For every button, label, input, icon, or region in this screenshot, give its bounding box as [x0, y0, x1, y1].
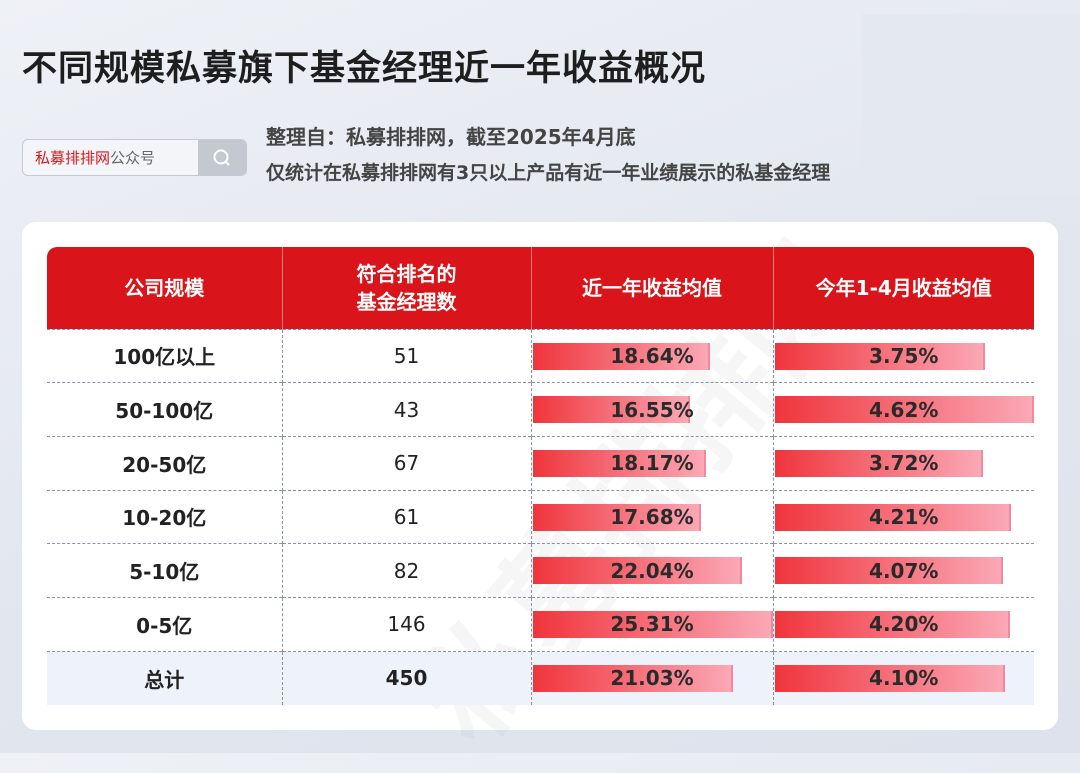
table-row: 100亿以上 51 18.64% 3.75% — [47, 328, 1034, 383]
ytd-return-bar — [774, 396, 1034, 424]
count-cell: 61 — [281, 489, 531, 544]
1y-return-cell: 17.68% — [530, 489, 773, 544]
count-cell: 51 — [281, 328, 531, 383]
scale-cell: 总计 — [47, 650, 282, 705]
search-icon — [213, 149, 230, 166]
scale-cell: 0-5亿 — [47, 596, 282, 652]
search-button[interactable] — [198, 140, 246, 175]
ytd-return-bar — [774, 557, 1003, 585]
count-cell: 146 — [281, 596, 531, 652]
1y-return-value: 22.04% — [610, 558, 694, 583]
1y-return-value: 17.68% — [610, 504, 694, 529]
ytd-return-bar — [774, 449, 983, 477]
ytd-return-bar — [774, 610, 1010, 638]
1y-return-bar — [532, 342, 710, 370]
ytd-return-value: 4.62% — [869, 397, 939, 422]
ytd-return-cell: 4.10% — [772, 650, 1034, 705]
1y-return-value: 18.17% — [610, 451, 694, 476]
scale-cell: 50-100亿 — [47, 382, 282, 437]
ytd-return-value: 4.20% — [869, 612, 939, 637]
col-header-ytd-return: 今年1-4月收益均值 — [772, 247, 1034, 329]
count-cell: 82 — [281, 543, 531, 598]
ytd-return-cell: 4.20% — [772, 596, 1034, 652]
1y-return-value: 25.31% — [610, 612, 694, 637]
ytd-return-bar — [774, 342, 985, 370]
search-box[interactable]: 私募排排网 公众号 — [22, 139, 247, 176]
col-header-scale: 公司规模 — [47, 247, 282, 329]
ytd-return-value: 3.72% — [869, 451, 939, 476]
1y-return-bar — [532, 610, 773, 638]
1y-return-value: 16.55% — [610, 397, 694, 422]
1y-return-cell: 25.31% — [530, 596, 773, 652]
1y-return-bar — [532, 396, 690, 424]
count-cell: 43 — [281, 382, 531, 437]
count-cell: 450 — [281, 650, 531, 705]
count-cell: 67 — [281, 435, 531, 491]
1y-return-bar — [532, 503, 701, 531]
table-row: 0-5亿 146 25.31% 4.20% — [47, 596, 1034, 652]
ytd-return-value: 4.10% — [869, 666, 939, 691]
scale-cell: 10-20亿 — [47, 489, 282, 544]
1y-return-cell: 16.55% — [530, 382, 773, 437]
decorative-panel — [862, 14, 1080, 196]
1y-return-bar — [532, 664, 733, 692]
table-row: 总计 450 21.03% 4.10% — [47, 650, 1034, 705]
1y-return-bar — [532, 557, 742, 585]
table-row: 20-50亿 67 18.17% 3.72% — [47, 435, 1034, 491]
brand-name: 私募排排网 — [35, 149, 111, 167]
1y-return-cell: 18.64% — [530, 328, 773, 383]
1y-return-cell: 21.03% — [530, 650, 773, 705]
ytd-return-value: 4.07% — [869, 558, 939, 583]
ytd-return-bar — [774, 664, 1005, 692]
ytd-return-value: 3.75% — [869, 343, 939, 368]
ytd-return-value: 4.21% — [869, 504, 939, 529]
brand-suffix: 公众号 — [110, 149, 156, 167]
source-text: 整理自：私募排排网，截至2025年4月底 — [266, 125, 636, 149]
1y-return-bar — [532, 449, 706, 477]
scale-cell: 20-50亿 — [47, 435, 282, 491]
ytd-return-cell: 4.07% — [772, 543, 1034, 598]
1y-return-value: 18.64% — [610, 343, 694, 368]
page-title: 不同规模私募旗下基金经理近一年收益概况 — [22, 49, 707, 89]
scale-cell: 5-10亿 — [47, 543, 282, 598]
1y-return-cell: 22.04% — [530, 543, 773, 598]
ytd-return-cell: 4.62% — [772, 382, 1034, 437]
1y-return-value: 21.03% — [610, 666, 694, 691]
search-text[interactable]: 私募排排网 公众号 — [23, 140, 198, 175]
col-header-count: 符合排名的 基金经理数 — [281, 247, 531, 329]
ytd-return-cell: 4.21% — [772, 489, 1034, 544]
data-table: 公司规模 符合排名的 基金经理数 近一年收益均值 今年1-4月收益均值 100亿… — [47, 247, 1034, 705]
note-text: 仅统计在私募排排网有3只以上产品有近一年业绩展示的私基金经理 — [266, 162, 831, 184]
1y-return-cell: 18.17% — [530, 435, 773, 491]
table-row: 50-100亿 43 16.55% 4.62% — [47, 382, 1034, 437]
ytd-return-bar — [774, 503, 1011, 531]
ytd-return-cell: 3.75% — [772, 328, 1034, 383]
table-row: 5-10亿 82 22.04% 4.07% — [47, 543, 1034, 598]
table-row: 10-20亿 61 17.68% 4.21% — [47, 489, 1034, 544]
scale-cell: 100亿以上 — [47, 328, 282, 383]
ytd-return-cell: 3.72% — [772, 435, 1034, 491]
col-header-1y-return: 近一年收益均值 — [530, 247, 773, 329]
